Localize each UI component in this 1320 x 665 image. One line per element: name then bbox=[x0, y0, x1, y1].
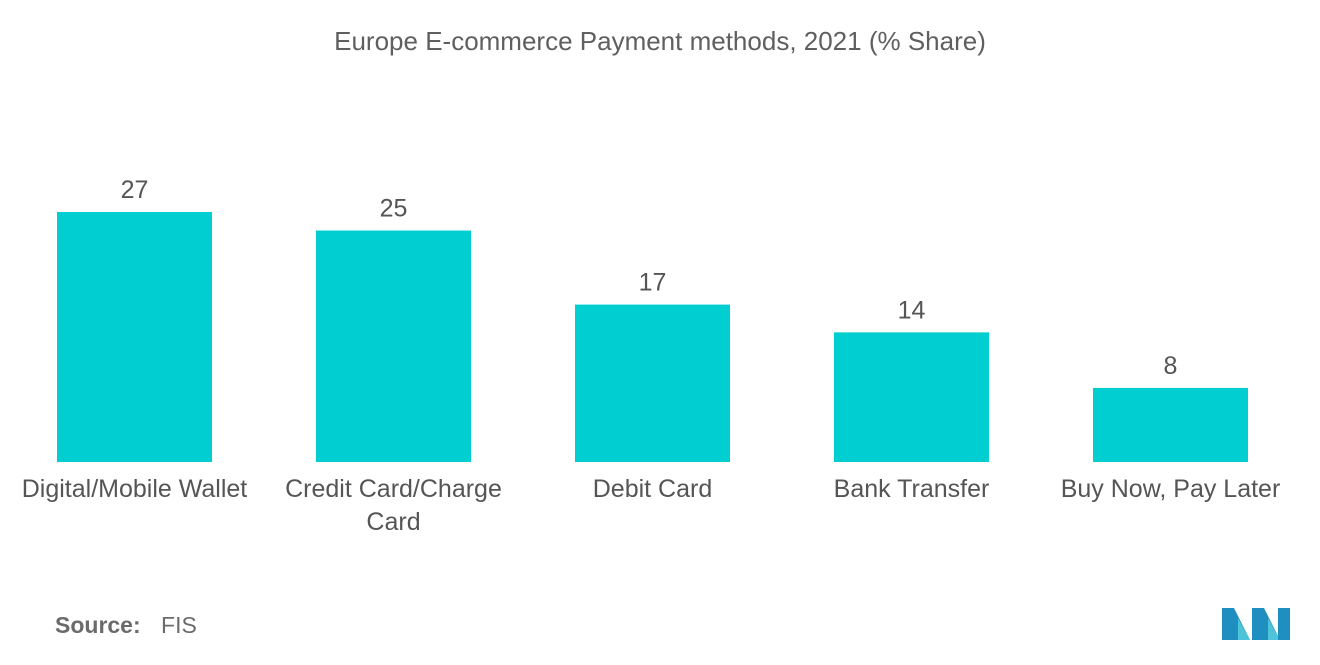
source-label: Source: bbox=[55, 612, 141, 638]
category-label: Credit Card/Charge Card bbox=[285, 475, 502, 536]
bar bbox=[834, 332, 989, 462]
bar-value-label: 8 bbox=[1164, 352, 1178, 380]
bar-value-label: 14 bbox=[898, 296, 926, 324]
category-label: Debit Card bbox=[593, 475, 713, 503]
brand-logo-icon bbox=[1222, 608, 1290, 640]
category-label: Buy Now, Pay Later bbox=[1061, 475, 1281, 503]
bar bbox=[575, 304, 730, 462]
source-value: FIS bbox=[161, 612, 197, 638]
bar bbox=[316, 230, 471, 462]
bar-value-label: 17 bbox=[639, 269, 667, 297]
bar-chart: 27 Digital/Mobile Wallet 25 Credit Card/Cha… bbox=[22, 176, 1281, 536]
chart-title: Europe E-commerce Payment methods, 2021 … bbox=[334, 26, 986, 56]
category-label: Bank Transfer bbox=[834, 475, 990, 503]
bar-value-label: 25 bbox=[380, 195, 408, 223]
source-note: Source: FIS bbox=[55, 612, 197, 639]
bar bbox=[57, 212, 212, 462]
bar-value-label: 27 bbox=[121, 176, 149, 204]
category-label: Digital/Mobile Wallet bbox=[22, 475, 248, 503]
bar bbox=[1093, 387, 1248, 462]
